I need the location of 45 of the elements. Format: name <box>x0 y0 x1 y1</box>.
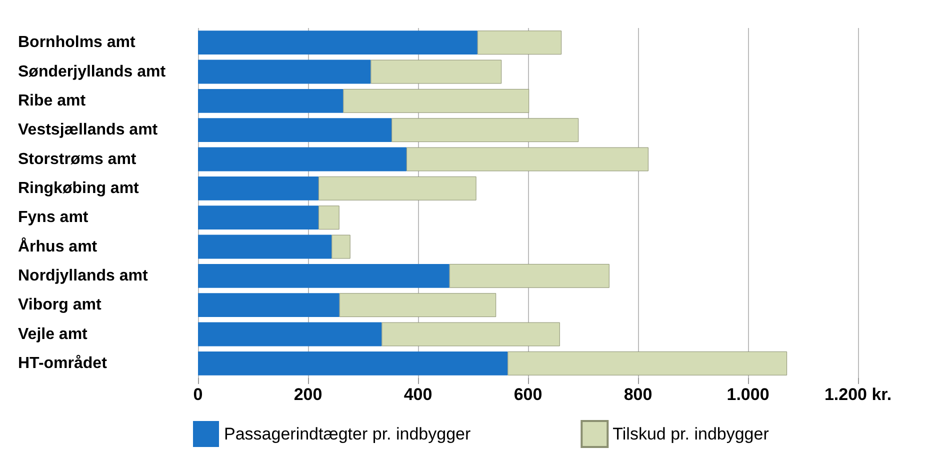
bar <box>318 176 476 200</box>
bar <box>392 118 579 142</box>
bar <box>198 30 478 55</box>
bar <box>332 234 350 259</box>
y-tick-label: Vestsjællands amt <box>18 122 158 139</box>
y-tick-label: Sønderjyllands amt <box>18 63 166 80</box>
y-tick-label: Storstrøms amt <box>18 150 137 168</box>
x-tick-label: 1.200 kr. <box>824 385 892 404</box>
bar <box>343 88 530 113</box>
y-tick-label: HT-området <box>18 354 108 372</box>
y-tick-label: Århus amt <box>18 236 98 256</box>
bar <box>406 147 648 172</box>
bar <box>198 234 332 259</box>
bar <box>449 264 610 288</box>
bar <box>198 88 344 113</box>
y-tick-label: Ribe amt <box>18 92 86 110</box>
bar <box>370 60 502 84</box>
bar <box>198 264 450 288</box>
x-tick-label: 400 <box>404 385 432 404</box>
x-tick-label: 800 <box>624 385 652 404</box>
x-tick-label: 600 <box>514 385 542 404</box>
y-tick-label: Vejle amt <box>18 326 88 343</box>
y-tick-label: Ringkøbing amt <box>18 180 140 197</box>
bar <box>198 60 371 84</box>
bar <box>339 293 496 318</box>
legend-label: Passagerindtægter pr. indbygger <box>224 424 471 444</box>
x-tick-label: 200 <box>294 385 322 404</box>
bar <box>382 322 560 346</box>
y-tick-label: Viborg amt <box>18 296 102 314</box>
bar <box>318 206 340 230</box>
bar <box>198 176 318 200</box>
bar <box>198 322 382 346</box>
bar <box>508 351 788 376</box>
y-tick-label: Bornholms amt <box>18 34 136 52</box>
bar <box>477 30 562 55</box>
legend-label: Tilskud pr. indbygger <box>612 424 770 444</box>
bar <box>198 118 392 142</box>
x-tick-label: 1.000 <box>726 385 770 404</box>
bar <box>198 147 406 172</box>
bar <box>198 293 340 318</box>
y-tick-label: Nordjyllands amt <box>18 267 148 284</box>
bar <box>198 206 318 230</box>
y-tick-label: Fyns amt <box>18 209 89 226</box>
bar <box>198 351 508 376</box>
x-tick-label: 0 <box>193 385 203 404</box>
